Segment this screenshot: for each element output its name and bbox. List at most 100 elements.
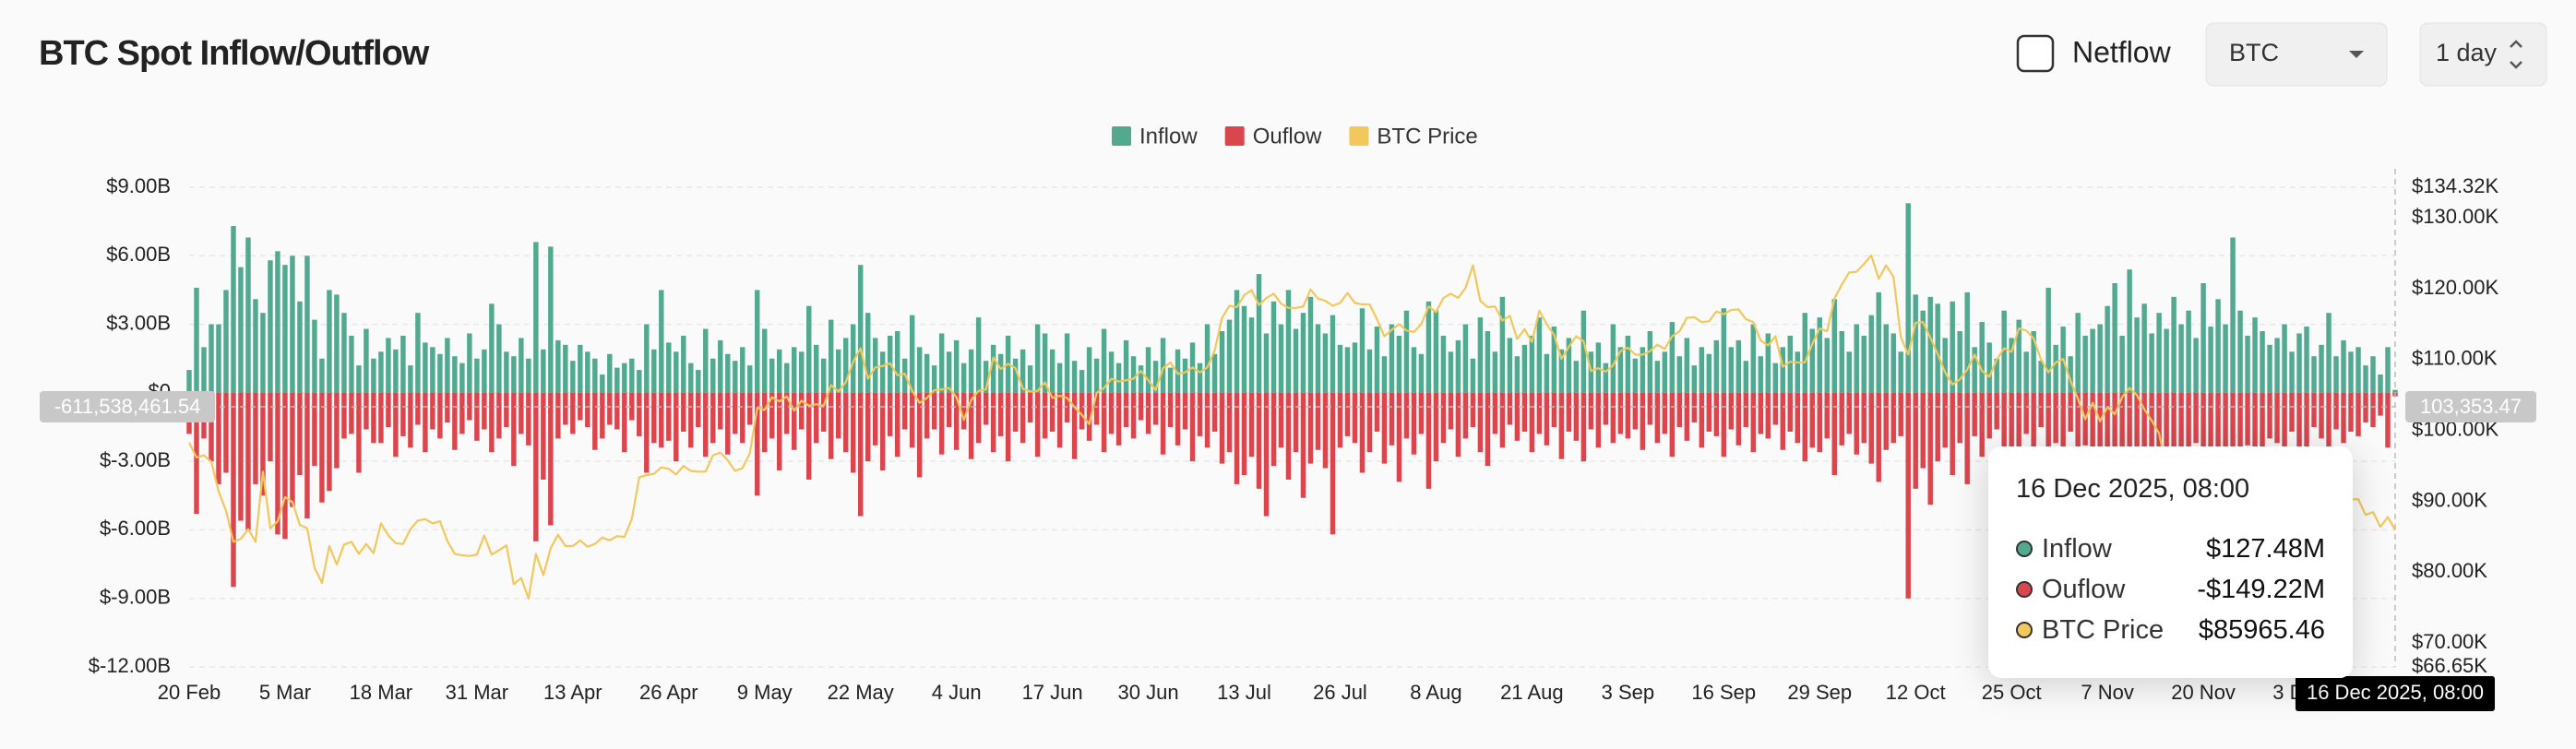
bar xyxy=(319,392,325,503)
bar xyxy=(2082,335,2088,393)
interval-select-value[interactable]: 1 day xyxy=(2436,39,2498,66)
bar xyxy=(504,351,509,393)
bar xyxy=(2200,283,2206,393)
bar xyxy=(1772,392,1778,425)
bar xyxy=(1699,347,1705,393)
bar xyxy=(1093,358,1100,393)
x-tick-label: 3 Sep xyxy=(1602,681,1655,704)
bar xyxy=(1647,392,1653,425)
bar xyxy=(1750,324,1757,393)
bar xyxy=(231,226,236,393)
bar xyxy=(2392,389,2398,393)
bar xyxy=(1706,392,1712,432)
bar xyxy=(1536,392,1543,434)
crosshair-y2-box xyxy=(2405,390,2536,422)
bar xyxy=(622,363,627,393)
bar xyxy=(1883,324,1889,393)
bar xyxy=(865,313,871,393)
bar xyxy=(1883,392,1889,450)
bar xyxy=(1691,365,1698,393)
legend-swatch[interactable] xyxy=(1224,126,1245,146)
bar xyxy=(238,267,244,393)
legend-label[interactable]: Ouflow xyxy=(1253,124,1322,149)
bar xyxy=(2045,392,2051,480)
bar xyxy=(1558,349,1565,393)
bar xyxy=(879,392,886,471)
asset-select-value[interactable]: BTC xyxy=(2229,39,2279,66)
x-tick-label: 22 May xyxy=(828,681,894,704)
bar xyxy=(2171,296,2176,393)
bar xyxy=(857,265,864,393)
bar xyxy=(1433,392,1439,462)
bar xyxy=(1470,358,1476,393)
bar xyxy=(1418,392,1425,434)
bar xyxy=(1795,392,1800,444)
bar xyxy=(2333,356,2339,393)
bar xyxy=(1920,392,1926,469)
bar xyxy=(792,347,797,393)
bar xyxy=(1809,328,1815,393)
legend-label[interactable]: BTC Price xyxy=(1377,124,1477,149)
y2-tick-label: $110.00K xyxy=(2412,347,2498,370)
bar xyxy=(2053,344,2058,393)
page-title: BTC Spot Inflow/Outflow xyxy=(39,34,430,73)
bar xyxy=(813,392,819,444)
netflow-checkbox[interactable] xyxy=(2016,34,2055,73)
bar xyxy=(2053,392,2058,444)
bar xyxy=(1691,392,1698,423)
bar xyxy=(1330,315,1336,393)
asset-select[interactable] xyxy=(2205,22,2388,87)
y2-tick-label: $80.00K xyxy=(2412,559,2487,582)
bar xyxy=(2348,351,2354,393)
bar xyxy=(1477,392,1484,453)
bar xyxy=(482,392,487,430)
bar xyxy=(1721,308,1727,393)
bar xyxy=(1647,331,1653,393)
bar xyxy=(1152,361,1159,393)
bar xyxy=(519,338,524,393)
bar xyxy=(1307,392,1314,464)
bar xyxy=(1662,351,1668,393)
legend-swatch[interactable] xyxy=(1349,126,1369,146)
bar xyxy=(968,349,974,393)
bar xyxy=(997,392,1004,436)
bars xyxy=(186,203,2398,599)
bar xyxy=(496,392,502,439)
bar xyxy=(304,256,310,393)
bar xyxy=(835,349,841,393)
bar xyxy=(1772,363,1778,393)
bar xyxy=(341,392,347,439)
interval-select[interactable] xyxy=(2419,22,2547,87)
bar xyxy=(681,392,686,432)
bar xyxy=(1241,305,1247,393)
bar xyxy=(423,392,428,453)
bar xyxy=(194,287,199,393)
bar xyxy=(1610,324,1616,393)
bar xyxy=(1182,392,1188,430)
legend-swatch[interactable] xyxy=(1112,126,1131,146)
bar xyxy=(842,392,849,453)
bar xyxy=(1499,296,1506,393)
netflow-label[interactable]: Netflow xyxy=(2072,35,2172,68)
bar xyxy=(983,361,989,393)
bar xyxy=(290,256,295,393)
bar xyxy=(1846,351,1852,393)
bar xyxy=(1477,317,1484,393)
bar xyxy=(651,349,657,393)
y-tick-label: $-6.00B xyxy=(100,517,171,540)
bar xyxy=(637,370,642,393)
bar xyxy=(1293,392,1299,453)
bar xyxy=(1300,313,1306,393)
bar xyxy=(349,392,354,434)
bar xyxy=(1293,328,1299,393)
bar xyxy=(1669,322,1676,393)
crosshair: -611,538,461.54 103,353.47 xyxy=(40,169,2536,667)
bar xyxy=(290,392,295,507)
bar xyxy=(1669,392,1676,458)
bar xyxy=(186,370,192,393)
bar xyxy=(1957,392,1962,444)
bar xyxy=(799,351,805,393)
bar xyxy=(2223,324,2228,393)
updown-arrow xyxy=(2510,40,2522,69)
legend-label[interactable]: Inflow xyxy=(1139,124,1198,149)
